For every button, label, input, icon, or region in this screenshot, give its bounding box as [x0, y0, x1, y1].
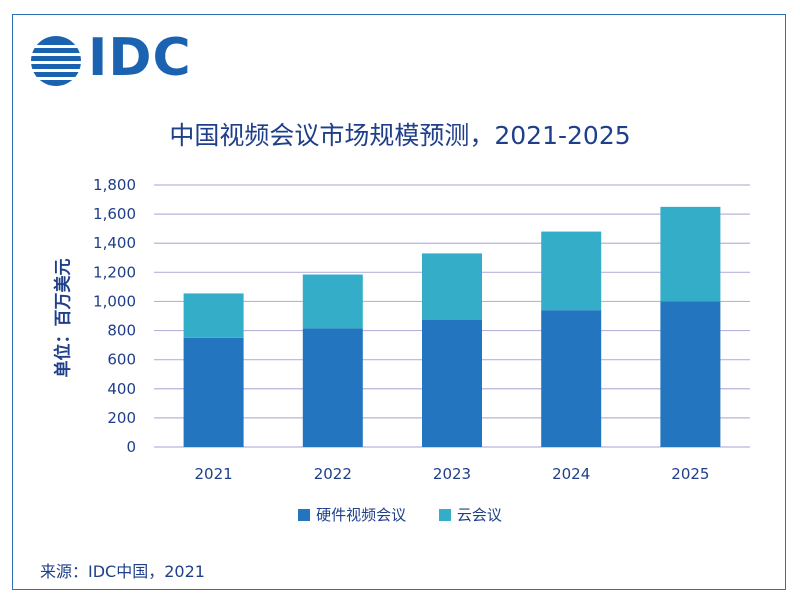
y-tick-label: 1,600 — [93, 205, 136, 223]
legend-label-hardware: 硬件视频会议 — [316, 506, 407, 524]
bar-cloud-2023 — [422, 253, 482, 320]
legend-item-cloud: 云会议 — [438, 504, 502, 525]
chart-title: 中国视频会议市场规模预测，2021-2025 — [169, 121, 631, 150]
legend-swatch-cloud — [438, 508, 451, 521]
y-tick-label: 400 — [107, 380, 136, 398]
legend-item-hardware: 硬件视频会议 — [298, 504, 406, 525]
y-tick-label: 800 — [107, 322, 136, 340]
bar-cloud-2024 — [541, 231, 602, 311]
legend-swatch-hardware — [298, 508, 311, 521]
bar-cloud-2025 — [660, 206, 721, 302]
bar-hardware-2022 — [302, 328, 363, 447]
y-tick-label: 600 — [107, 351, 136, 369]
x-tick-label-2025: 2025 — [671, 465, 709, 483]
x-tick-label-2024: 2024 — [552, 465, 590, 483]
bar-hardware-2024 — [541, 310, 602, 447]
y-tick-label: 200 — [107, 409, 136, 427]
y-tick-label: 1,000 — [93, 292, 136, 310]
y-tick-label: 1,400 — [93, 234, 136, 252]
bar-hardware-2025 — [660, 301, 721, 447]
bar-cloud-2022 — [302, 274, 363, 329]
bar-hardware-2021 — [183, 337, 244, 447]
y-tick-label: 1,200 — [93, 263, 136, 281]
legend-label-cloud: 云会议 — [456, 506, 502, 524]
x-tick-label-2023: 2023 — [433, 465, 471, 483]
y-tick-label: 0 — [126, 438, 136, 456]
bar-cloud-2021 — [183, 293, 244, 338]
x-tick-label-2022: 2022 — [314, 465, 352, 483]
idc-logo-icon — [30, 36, 90, 86]
x-tick-label-2021: 2021 — [195, 465, 233, 483]
source-note: 来源：IDC中国，2021 — [40, 562, 205, 581]
bar-hardware-2023 — [422, 319, 482, 447]
idc-logo-text: IDC — [88, 28, 192, 88]
y-tick-label: 1,800 — [93, 176, 136, 194]
legend: 硬件视频会议 云会议 — [0, 504, 800, 525]
